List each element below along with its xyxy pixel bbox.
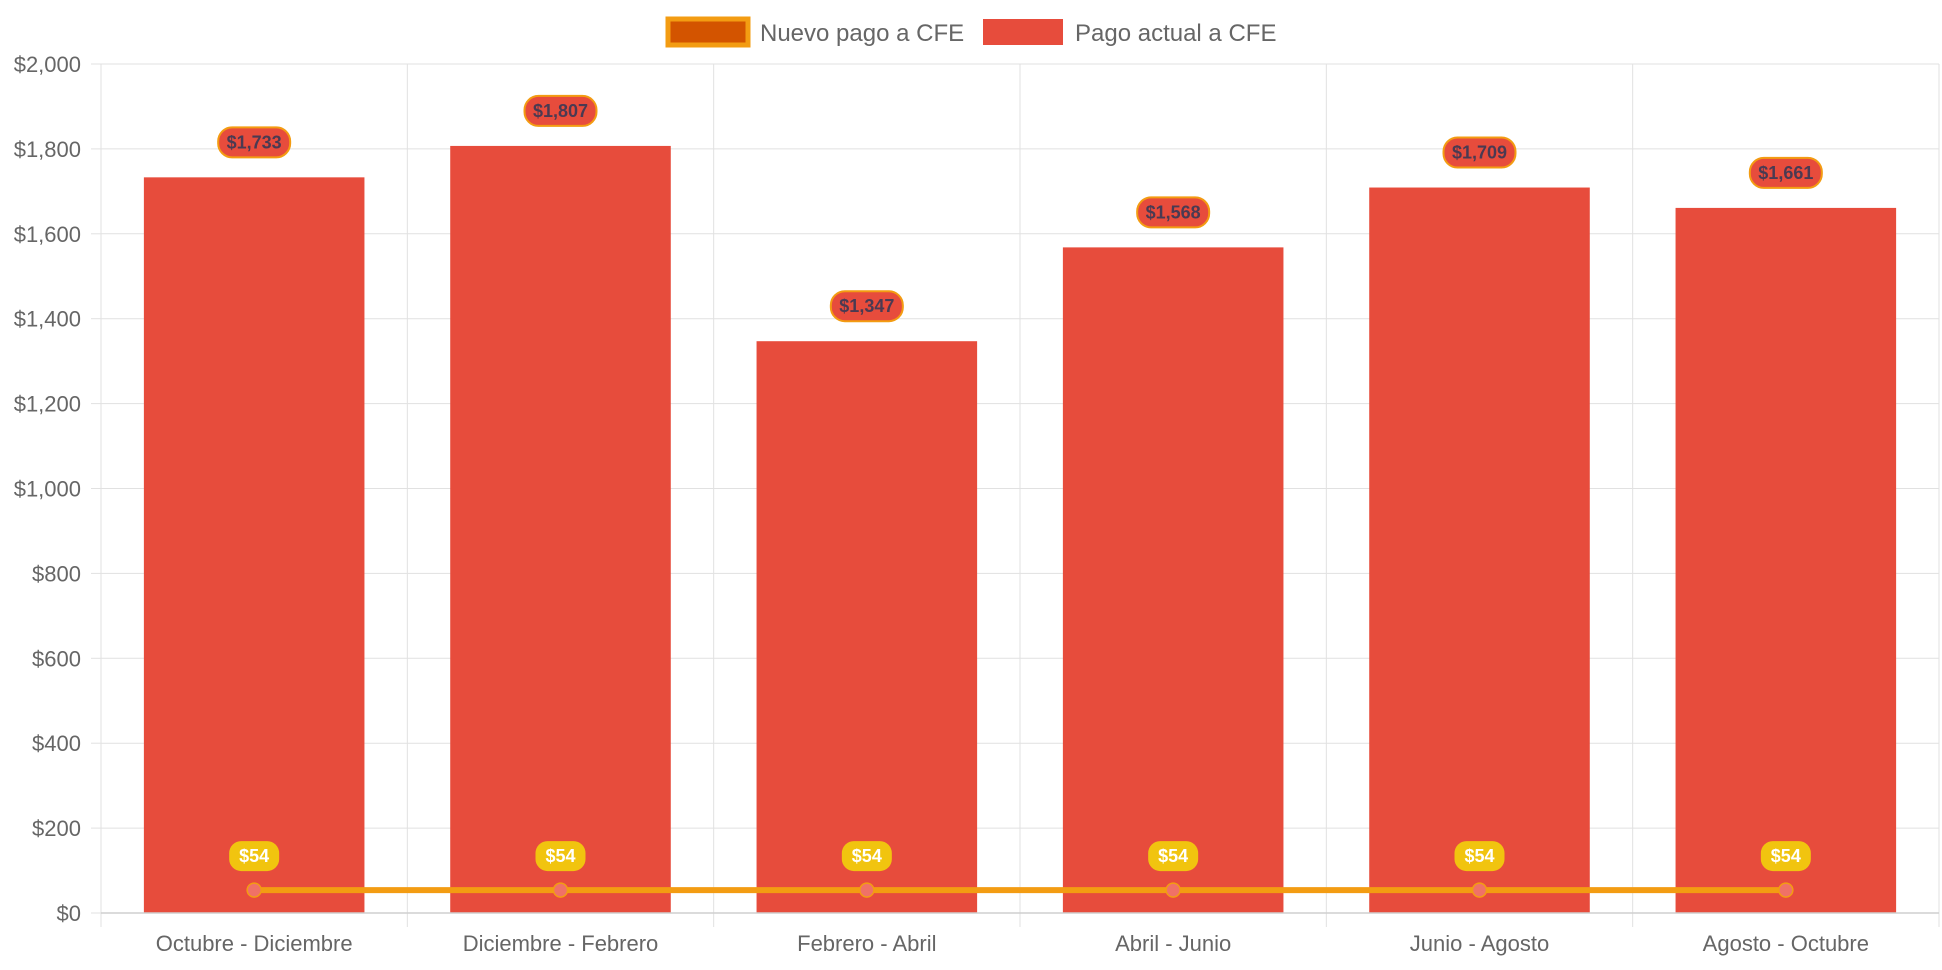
line-point: [1165, 882, 1181, 898]
y-tick-label: $1,200: [14, 392, 81, 417]
bar-data-label: $1,568: [1146, 202, 1201, 222]
bar: [1675, 207, 1897, 913]
bar-data-label: $1,807: [533, 101, 588, 121]
y-tick-label: $1,000: [14, 477, 81, 502]
x-tick-label: Diciembre - Febrero: [463, 931, 659, 956]
grid: [91, 63, 1940, 927]
bar: [450, 145, 671, 914]
bars: [143, 145, 1897, 914]
y-tick-label: $1,600: [14, 222, 81, 247]
data-labels: $1,733 $1,807 $1,347 $1,568 $1,709 $1,661 $54 $…: [217, 94, 1823, 872]
y-tick-label: $200: [32, 816, 81, 841]
axes: $0 $200 $400 $600 $800 $1,000 $1,200 $1,400 $1,6…: [14, 52, 1939, 956]
legend-swatch-nuevo-pago: [665, 16, 751, 48]
bar: [1369, 187, 1590, 914]
y-tick-label: $1,400: [14, 307, 81, 332]
line-point: [552, 882, 569, 898]
line-data-label: $54: [1771, 846, 1801, 866]
line-data-label: $54: [852, 846, 882, 866]
line-point: [1471, 882, 1488, 898]
y-tick-label: $1,800: [14, 137, 81, 162]
bar: [756, 341, 978, 913]
bar-label-bg: [1442, 136, 1517, 169]
legend[interactable]: Nuevo pago a CFE Pago actual a CFE: [665, 16, 1276, 48]
bar-label-bg: [523, 94, 598, 127]
line-point: [1778, 882, 1794, 898]
line-label-bg: [229, 841, 280, 872]
y-tick-label: $800: [32, 561, 81, 586]
bar-label-bg: [1136, 196, 1211, 229]
line-label-bg: [1148, 841, 1199, 872]
x-tick-label: Agosto - Octubre: [1703, 931, 1869, 956]
y-tick-label: $0: [57, 901, 81, 926]
line-point: [859, 882, 875, 898]
bar-data-label: $1,661: [1758, 163, 1813, 183]
x-tick-label: Abril - Junio: [1115, 931, 1231, 956]
bar-data-label: $1,347: [839, 296, 894, 316]
line-label-bg: [1760, 841, 1811, 872]
line-data-label: $54: [1158, 846, 1188, 866]
line-series: [246, 882, 1794, 898]
legend-label-pago-actual: Pago actual a CFE: [1075, 20, 1276, 47]
x-tick-label: Febrero - Abril: [797, 931, 936, 956]
line-data-label: $54: [545, 846, 575, 866]
legend-swatch-pago-actual: [983, 19, 1063, 45]
line-label-bg: [535, 841, 586, 872]
bar-label-bg: [829, 290, 904, 323]
bar-data-label: $1,709: [1452, 143, 1507, 163]
line-point: [246, 882, 262, 898]
bar-data-label: $1,733: [227, 132, 282, 152]
y-tick-label: $2,000: [14, 52, 81, 77]
line-label-bg: [1454, 841, 1505, 872]
bar: [143, 177, 365, 914]
y-tick-label: $600: [32, 646, 81, 671]
bar: [1062, 247, 1284, 913]
bar-label-bg: [1748, 156, 1823, 189]
x-tick-label: Junio - Agosto: [1410, 931, 1549, 956]
legend-label-nuevo-pago: Nuevo pago a CFE: [760, 20, 964, 47]
y-tick-label: $400: [32, 731, 81, 756]
x-tick-label: Octubre - Diciembre: [156, 931, 353, 956]
line-label-bg: [841, 841, 892, 872]
line-data-label: $54: [239, 846, 269, 866]
line-data-label: $54: [1464, 846, 1494, 866]
bar-label-bg: [217, 126, 292, 159]
